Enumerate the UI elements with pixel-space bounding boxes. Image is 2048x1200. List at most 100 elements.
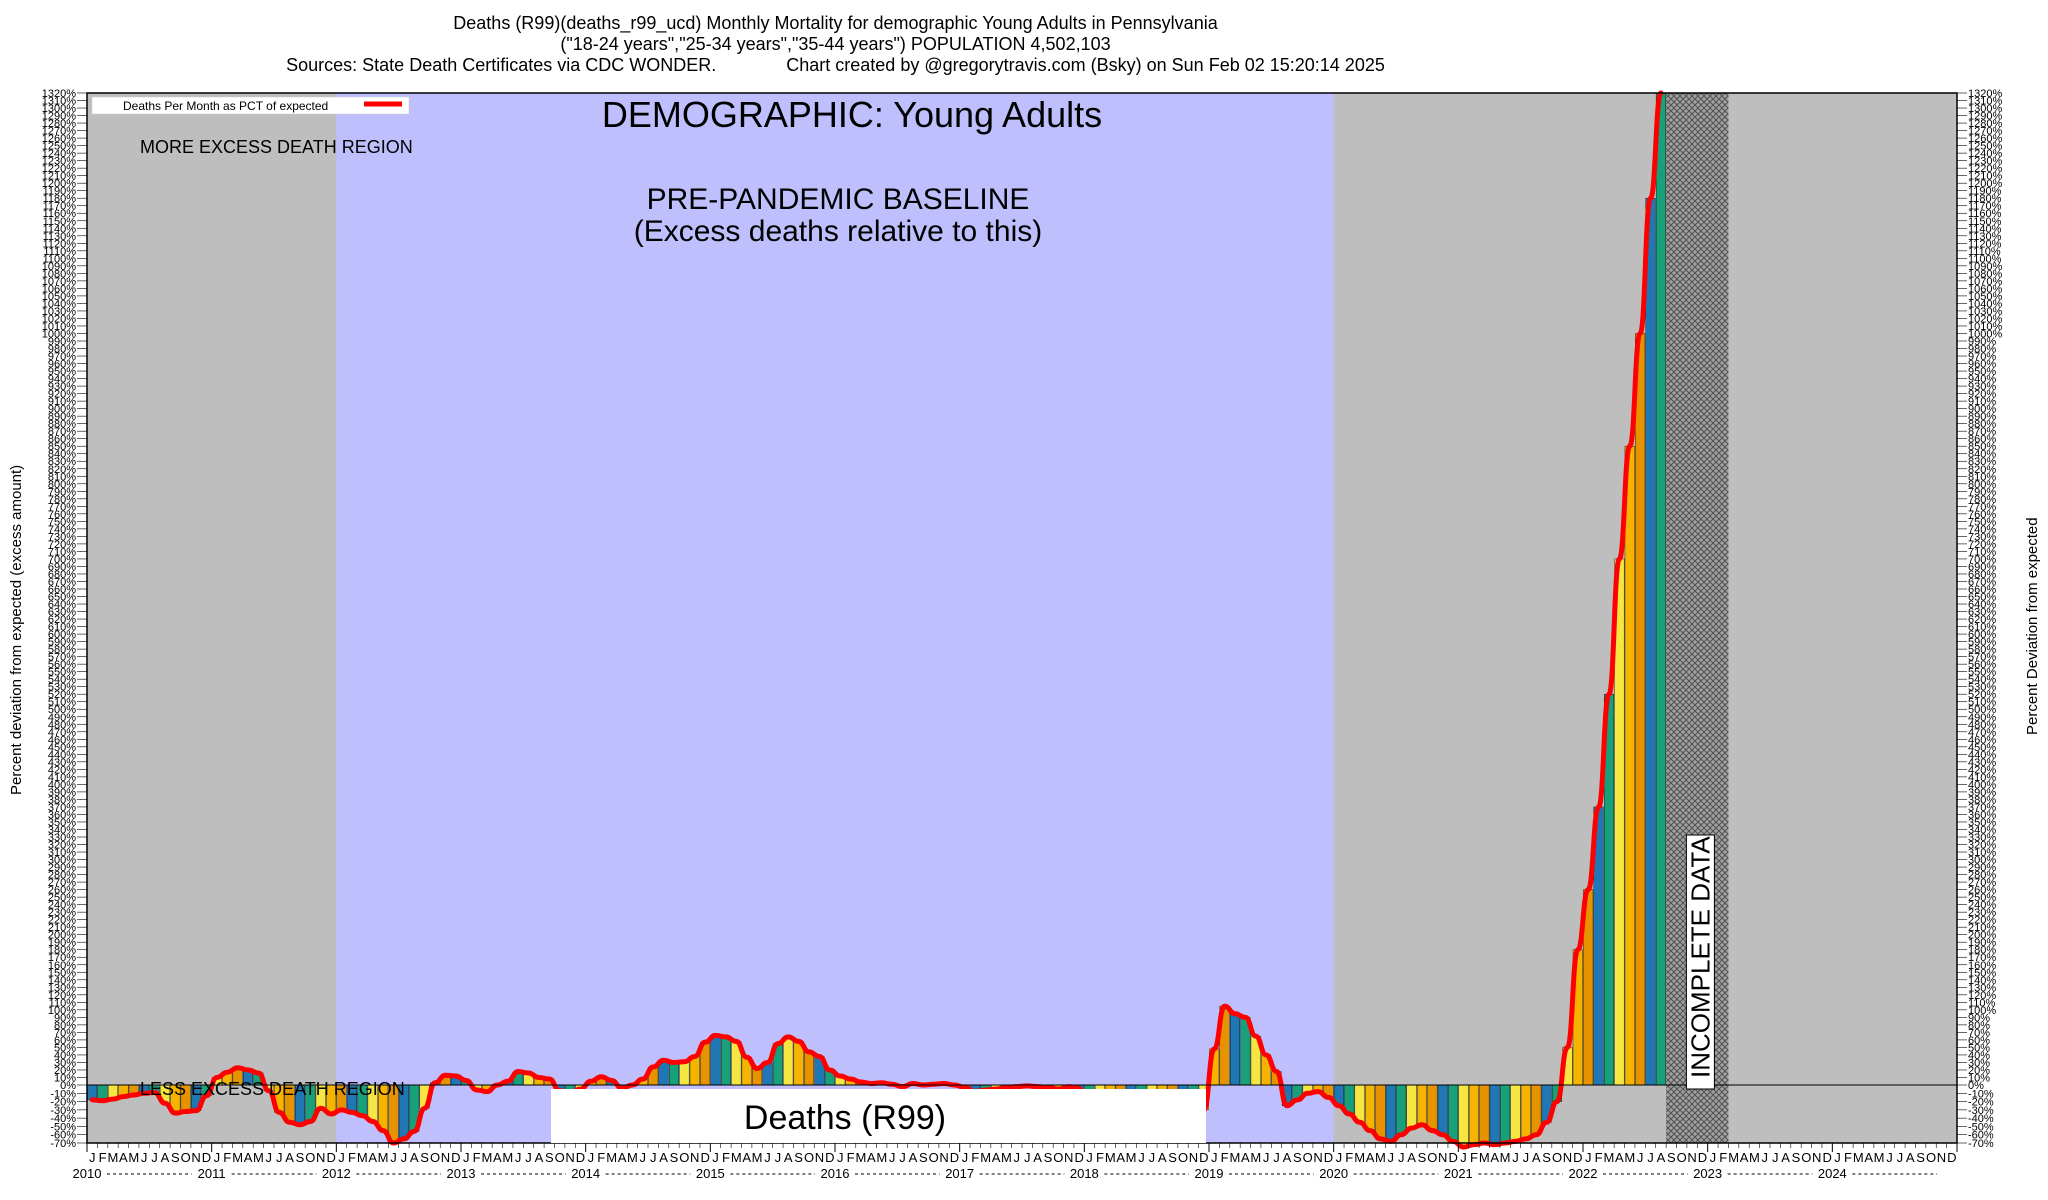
- month-tick-label: O: [1303, 1150, 1313, 1165]
- month-tick-label: A: [1657, 1150, 1666, 1165]
- month-tick-label: O: [305, 1150, 315, 1165]
- month-tick-label: M: [232, 1150, 243, 1165]
- y-tick-label-left: 110%: [49, 997, 77, 1009]
- data-bar: [804, 1051, 815, 1086]
- month-tick-label: O: [555, 1150, 565, 1165]
- y-tick-label-left: 380%: [48, 794, 76, 806]
- month-tick-label: M: [253, 1150, 264, 1165]
- y-tick-label-left: 260%: [48, 885, 76, 897]
- y-tick-label-left: 560%: [48, 659, 76, 671]
- month-tick-label: M: [1624, 1150, 1635, 1165]
- month-tick-label: N: [565, 1150, 574, 1165]
- y-tick-label-right: 260%: [1968, 885, 1996, 897]
- y-tick-label-left: -10%: [50, 1088, 76, 1100]
- data-bar: [1635, 333, 1646, 1086]
- month-tick-label: A: [867, 1150, 876, 1165]
- month-tick-label: N: [1563, 1150, 1572, 1165]
- y-tick-label-right: 650%: [1968, 592, 1996, 604]
- y-tick-label-right: 1100%: [1968, 253, 2002, 265]
- month-tick-label: N: [1064, 1150, 1073, 1165]
- y-tick-label-left: 330%: [48, 832, 76, 844]
- y-tick-label-right: 1110%: [1968, 246, 2001, 258]
- y-tick-label-right: 770%: [1968, 501, 1996, 513]
- y-tick-label-left: 60%: [54, 1035, 76, 1047]
- month-tick-label: M: [731, 1150, 742, 1165]
- month-tick-label: A: [1158, 1150, 1167, 1165]
- month-tick-label: O: [804, 1150, 814, 1165]
- month-tick-label: M: [856, 1150, 867, 1165]
- month-tick-label: N: [815, 1150, 824, 1165]
- y-tick-label-left: 520%: [48, 689, 76, 701]
- y-tick-label-right: 40%: [1968, 1050, 1990, 1062]
- month-tick-label: J: [1138, 1150, 1145, 1165]
- y-tick-label-right: 850%: [1968, 441, 1996, 453]
- y-tick-label-right: 50%: [1968, 1042, 1990, 1054]
- month-tick-label: J: [1398, 1150, 1405, 1165]
- month-tick-label: J: [401, 1150, 408, 1165]
- month-tick-label: O: [929, 1150, 939, 1165]
- month-tick-label: A: [368, 1150, 377, 1165]
- month-tick-label: J: [1512, 1150, 1519, 1165]
- year-tick-label: 2011: [198, 1166, 226, 1181]
- month-tick-label: M: [1250, 1150, 1261, 1165]
- month-tick-label: J: [1149, 1150, 1156, 1165]
- y-tick-label-right: 360%: [1968, 809, 1996, 821]
- y-tick-label-left: 440%: [48, 749, 76, 761]
- month-tick-label: F: [847, 1150, 855, 1165]
- y-tick-label-left: 290%: [48, 862, 76, 874]
- y-tick-label-right: 790%: [1968, 486, 1996, 498]
- y-tick-label-left: 470%: [48, 727, 76, 739]
- y-tick-label-right: 190%: [1968, 937, 1996, 949]
- y-tick-label-left: 390%: [48, 787, 76, 799]
- year-tick-label: 2013: [447, 1166, 476, 1181]
- y-tick-label-left: 180%: [48, 945, 76, 957]
- month-tick-label: D: [1074, 1150, 1083, 1165]
- y-tick-label-right: 1090%: [1968, 261, 2002, 273]
- y-tick-label-right: 590%: [1968, 637, 1996, 649]
- y-tick-label-right: 370%: [1968, 802, 1996, 814]
- y-tick-label-left: 340%: [48, 824, 76, 836]
- y-tick-label-right: 740%: [1968, 524, 1996, 536]
- y-tick-label-left: 90%: [54, 1012, 76, 1024]
- month-tick-label: M: [1500, 1150, 1511, 1165]
- y-tick-label-left: 840%: [48, 449, 76, 461]
- y-tick-label-left: 1060%: [42, 283, 76, 295]
- y-tick-label-left: 710%: [48, 546, 76, 558]
- month-tick-label: J: [1762, 1150, 1769, 1165]
- y-tick-label-right: 470%: [1968, 727, 1996, 739]
- month-tick-label: J: [1834, 1150, 1841, 1165]
- month-tick-label: A: [1532, 1150, 1541, 1165]
- month-tick-label: A: [1116, 1150, 1125, 1165]
- y-tick-label-left: 70%: [54, 1027, 76, 1039]
- y-tick-label-left: 730%: [48, 531, 76, 543]
- y-tick-label-left: 720%: [48, 539, 76, 551]
- y-tick-label-left: 1010%: [42, 321, 76, 333]
- y-tick-label-left: 1050%: [42, 291, 76, 303]
- month-tick-label: S: [1293, 1150, 1302, 1165]
- data-bar: [1655, 92, 1666, 1086]
- month-tick-label: F: [1221, 1150, 1229, 1165]
- month-tick-label: M: [108, 1150, 119, 1165]
- month-tick-label: J: [962, 1150, 969, 1165]
- month-tick-label: N: [1189, 1150, 1198, 1165]
- y-tick-label-right: 980%: [1968, 344, 1996, 356]
- data-bar: [1500, 1084, 1511, 1144]
- y-tick-label-right: 410%: [1968, 772, 1996, 784]
- month-tick-label: M: [1354, 1150, 1365, 1165]
- month-tick-label: J: [515, 1150, 522, 1165]
- more-excess-region-label: MORE EXCESS DEATH REGION: [140, 137, 413, 157]
- baseline-label-line1: PRE-PANDEMIC BASELINE: [647, 183, 1030, 216]
- y-tick-label-left: 350%: [48, 817, 76, 829]
- y-tick-label-right: 530%: [1968, 682, 1996, 694]
- data-bar: [1375, 1084, 1386, 1140]
- month-tick-label: J: [1388, 1150, 1395, 1165]
- y-tick-label-left: 910%: [48, 396, 76, 408]
- y-tick-label-right: 830%: [1968, 456, 1996, 468]
- month-tick-label: N: [1687, 1150, 1696, 1165]
- month-tick-label: A: [535, 1150, 544, 1165]
- year-tick-label: 2021: [1444, 1166, 1473, 1181]
- month-tick-label: J: [650, 1150, 657, 1165]
- data-bar: [1448, 1084, 1459, 1142]
- y-tick-label-left: 780%: [48, 494, 76, 506]
- month-tick-label: N: [1937, 1150, 1946, 1165]
